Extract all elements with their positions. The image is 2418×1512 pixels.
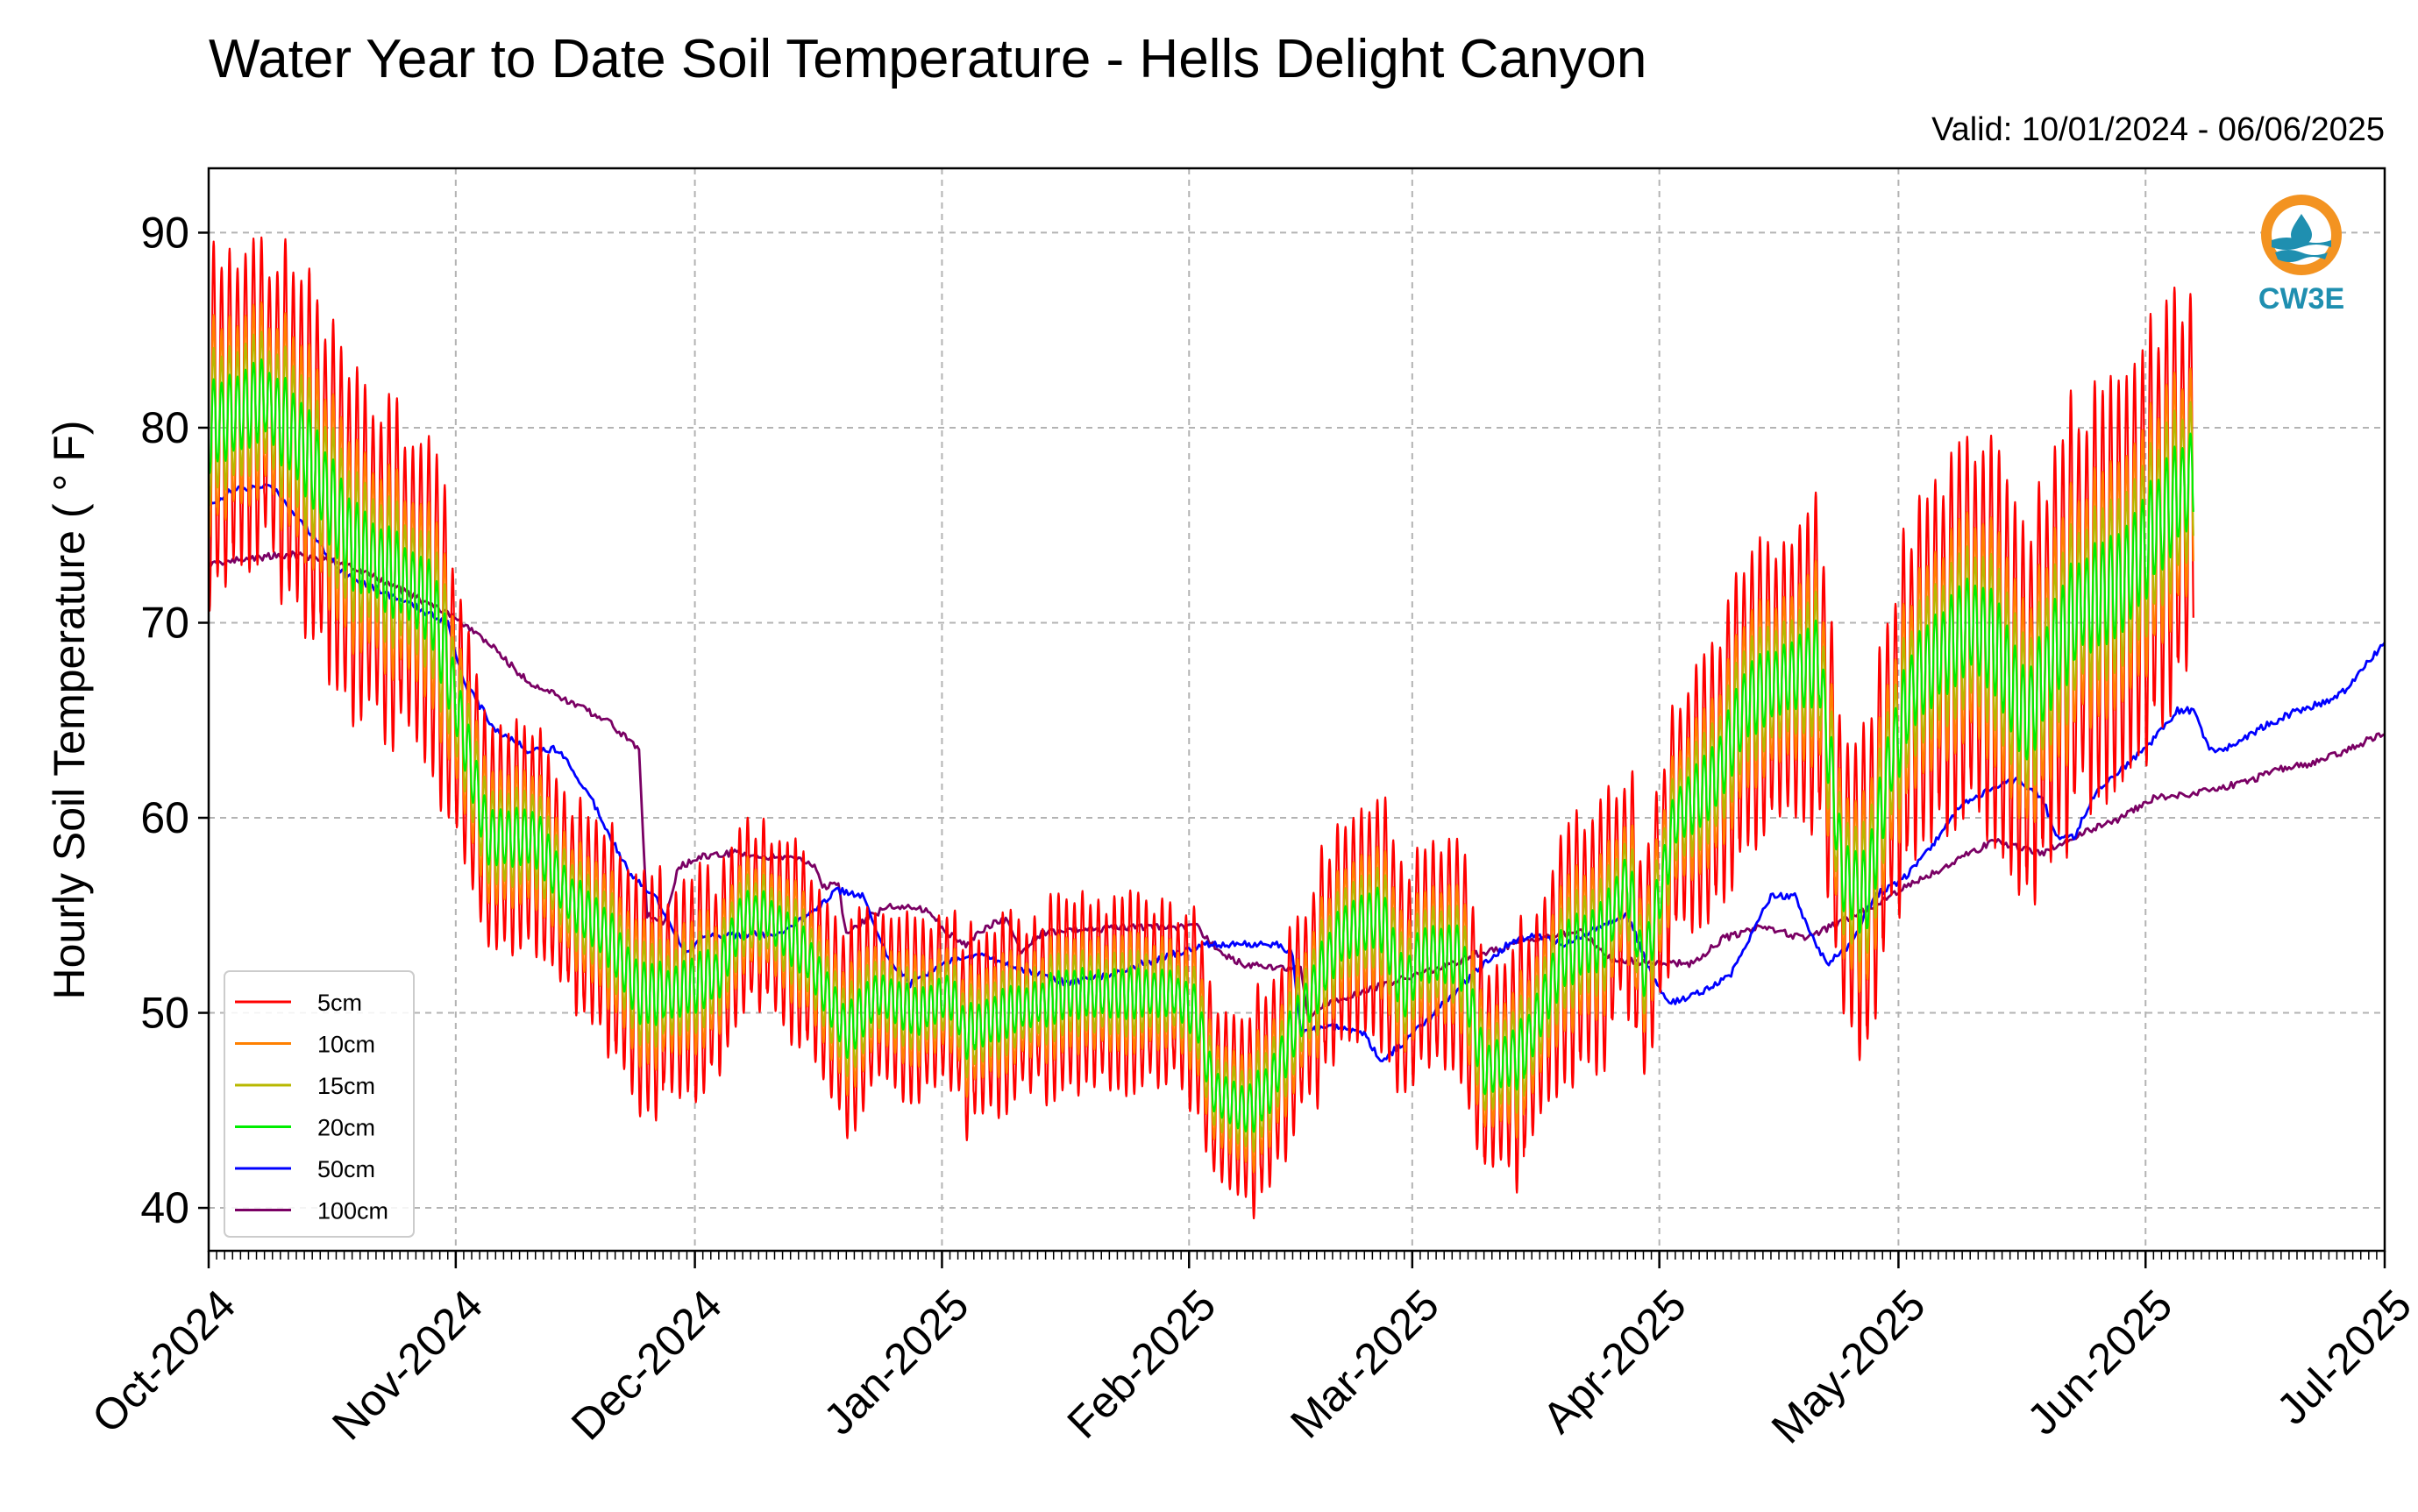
series-line-50cm [209, 483, 2385, 1062]
series-line-10cm [209, 302, 2194, 1174]
y-tick-label: 90 [140, 208, 189, 257]
y-tick-label: 80 [140, 403, 189, 452]
y-tick-label: 60 [140, 793, 189, 842]
series-line-5cm [209, 236, 2194, 1220]
legend-box [224, 970, 415, 1238]
water-drop-icon [2291, 214, 2312, 245]
plot-frame [207, 167, 2386, 1253]
y-tick-label: 70 [140, 598, 189, 647]
y-axis-label: Hourly Soil Temperature ( ° F) [45, 421, 94, 1000]
y-tick-label: 50 [140, 989, 189, 1038]
legend-label: 100cm [317, 1198, 388, 1225]
legend: 5cm 10cm 15cm 20cm 50cm 100cm [224, 970, 415, 1238]
logo-text: CW3E [2258, 282, 2344, 316]
legend-label: 10cm [317, 1032, 375, 1058]
legend-label: 5cm [317, 990, 362, 1016]
legend-label: 20cm [317, 1115, 375, 1141]
y-axis: 40 50 60 70 80 90 [140, 208, 209, 1232]
y-tick-label: 40 [140, 1183, 189, 1232]
chart-title: Water Year to Date Soil Temperature - He… [209, 29, 1646, 89]
series-line-15cm [209, 330, 2194, 1153]
chart-subtitle: Valid: 10/01/2024 - 06/06/2025 [1931, 111, 2385, 148]
series-line-20cm [209, 358, 2194, 1133]
series-layer [209, 236, 2385, 1220]
legend-label: 50cm [317, 1156, 375, 1182]
logo-wave-2 [2275, 250, 2328, 262]
cw3e-logo: CW3E [2258, 195, 2344, 316]
series-line-100cm [209, 550, 2385, 1023]
legend-label: 15cm [317, 1073, 375, 1099]
